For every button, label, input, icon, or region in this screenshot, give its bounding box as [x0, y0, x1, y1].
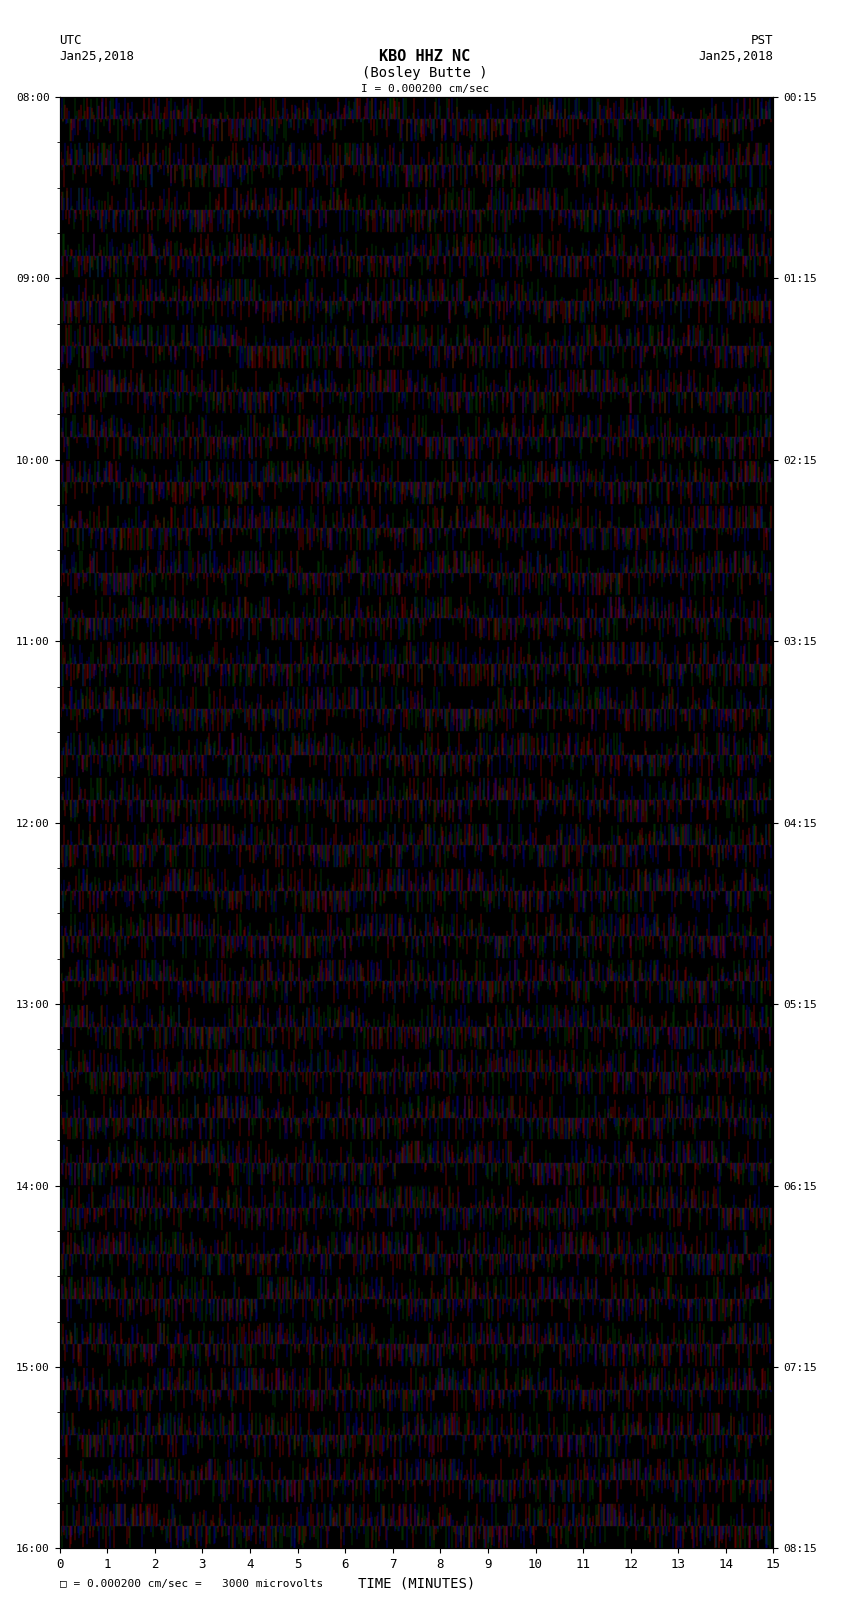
Text: (Bosley Butte ): (Bosley Butte ): [362, 66, 488, 79]
Text: PST: PST: [751, 34, 774, 47]
X-axis label: TIME (MINUTES): TIME (MINUTES): [358, 1578, 475, 1590]
Text: □ = 0.000200 cm/sec =   3000 microvolts: □ = 0.000200 cm/sec = 3000 microvolts: [60, 1579, 323, 1589]
Text: UTC: UTC: [60, 34, 82, 47]
Text: I = 0.000200 cm/sec: I = 0.000200 cm/sec: [361, 84, 489, 94]
Text: Jan25,2018: Jan25,2018: [699, 50, 774, 63]
Text: Jan25,2018: Jan25,2018: [60, 50, 134, 63]
Text: KBO HHZ NC: KBO HHZ NC: [379, 48, 471, 65]
